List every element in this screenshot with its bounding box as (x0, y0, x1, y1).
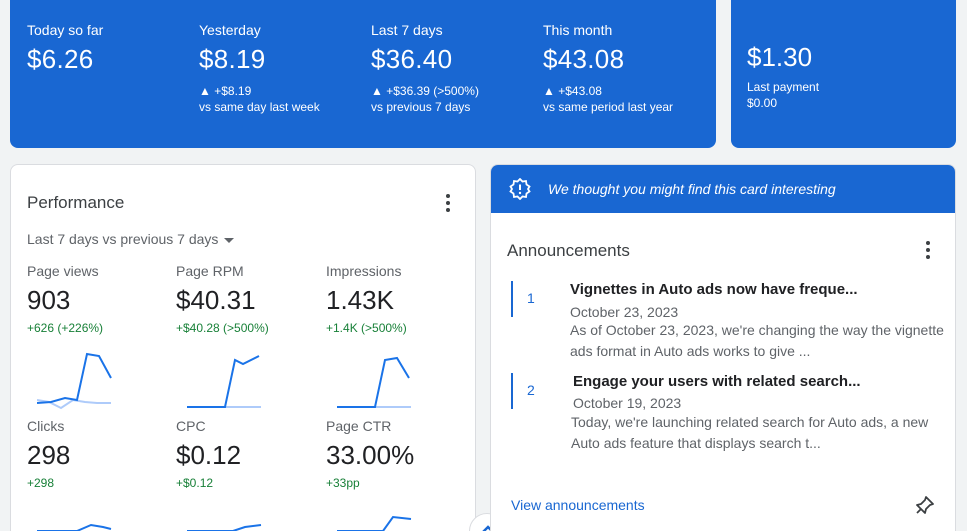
metric-label: Page views (27, 263, 99, 279)
performance-card: Performance Last 7 days vs previous 7 da… (10, 164, 476, 531)
item-date: October 23, 2023 (570, 304, 679, 320)
item-number: 2 (527, 382, 535, 398)
announcements-card: We thought you might find this card inte… (490, 164, 956, 531)
earnings-yesterday-label: Yesterday (199, 22, 261, 38)
metric-value: 903 (27, 285, 71, 315)
suggestion-banner: We thought you might find this card inte… (491, 165, 955, 213)
impressions-sparkline (337, 356, 411, 408)
earnings-last7-label: Last 7 days (371, 22, 443, 38)
metric-label: CPC (176, 418, 206, 434)
item-title[interactable]: Vignettes in Auto ads now have freque... (570, 281, 858, 298)
metric-value: 1.43K (326, 285, 394, 315)
earnings-yesterday[interactable]: Yesterday $8.19 ▲ +$8.19 vs same day las… (199, 22, 320, 115)
earnings-today-value: $6.26 (27, 44, 94, 74)
pin-icon[interactable] (915, 495, 935, 515)
metric-value: 298 (27, 440, 71, 470)
metric-value: $0.12 (176, 440, 242, 470)
lightbulb-badge-icon (509, 178, 531, 200)
announcements-menu-kebab-icon[interactable] (916, 238, 940, 262)
earnings-last7-value: $36.40 (371, 44, 453, 74)
earnings-month[interactable]: This month $43.08 ▲ +$43.08 vs same peri… (543, 22, 673, 115)
earnings-yesterday-delta: ▲ +$8.19 (199, 84, 252, 98)
earnings-today[interactable]: Today so far $6.26 (27, 22, 103, 75)
cpc-sparkline (187, 524, 262, 531)
metric-delta: +626 (+226%) (27, 321, 104, 335)
metric-value: $40.31 (176, 285, 256, 315)
payment-card[interactable]: $1.30 Last payment $0.00 (731, 0, 956, 148)
metric-delta: +1.4K (>500%) (326, 321, 407, 335)
earnings-last7-compare: vs previous 7 days (371, 100, 471, 114)
page-views-sparkline (37, 352, 112, 410)
item-number: 1 (527, 290, 535, 306)
metric-impressions[interactable]: Impressions 1.43K +1.4K (>500%) (326, 263, 466, 335)
performance-menu-kebab-icon[interactable] (436, 191, 460, 215)
item-accent-bar (511, 281, 513, 317)
page-rpm-sparkline (187, 355, 261, 408)
earnings-month-compare: vs same period last year (543, 100, 674, 114)
metric-page-rpm[interactable]: Page RPM $40.31 +$40.28 (>500%) (176, 263, 316, 335)
performance-title: Performance (27, 193, 125, 212)
metric-page-ctr[interactable]: Page CTR 33.00% +33pp (326, 418, 466, 490)
earnings-yesterday-value: $8.19 (199, 44, 266, 74)
view-announcements-link[interactable]: View announcements (511, 497, 645, 513)
earnings-month-delta: ▲ +$43.08 (543, 84, 602, 98)
earnings-today-label: Today so far (27, 22, 104, 38)
period-selector[interactable]: Last 7 days vs previous 7 days (27, 231, 235, 247)
metric-clicks[interactable]: Clicks 298 +298 (27, 418, 167, 490)
earnings-summary-card: Today so far $6.26 Yesterday $8.19 ▲ +$8… (10, 0, 716, 148)
earnings-month-value: $43.08 (543, 44, 625, 74)
metric-delta: +298 (27, 476, 55, 490)
metric-label: Clicks (27, 418, 65, 434)
period-selector-label: Last 7 days vs previous 7 days (27, 231, 219, 247)
clicks-sparkline (37, 523, 112, 531)
item-accent-bar (511, 373, 513, 409)
earnings-month-label: This month (543, 22, 613, 38)
last-payment-amount: $0.00 (747, 96, 778, 110)
item-body: As of October 23, 2023, we're changing t… (570, 322, 944, 359)
earnings-last7[interactable]: Last 7 days $36.40 ▲ +$36.39 (>500%) vs … (371, 22, 479, 115)
metric-label: Impressions (326, 263, 402, 279)
metric-delta: +$0.12 (176, 476, 214, 490)
page-ctr-sparkline (337, 515, 412, 531)
caret-down-icon (224, 237, 235, 243)
metric-delta: +33pp (326, 476, 360, 490)
item-body: Today, we're launching related search fo… (571, 414, 929, 451)
earnings-yesterday-compare: vs same day last week (199, 100, 320, 114)
suggestion-banner-text: We thought you might find this card inte… (548, 181, 836, 197)
metric-label: Page RPM (176, 263, 244, 279)
chevron-up-icon (482, 525, 494, 531)
metric-value: 33.00% (326, 440, 415, 470)
item-date: October 19, 2023 (573, 395, 682, 411)
payment-balance: $1.30 (747, 42, 813, 72)
earnings-last7-delta: ▲ +$36.39 (>500%) (371, 84, 479, 98)
metric-cpc[interactable]: CPC $0.12 +$0.12 (176, 418, 316, 490)
metric-label: Page CTR (326, 418, 392, 434)
last-payment-label: Last payment (747, 80, 820, 94)
item-title[interactable]: Engage your users with related search... (573, 373, 861, 390)
metric-page-views[interactable]: Page views 903 +626 (+226%) (27, 263, 167, 335)
announcements-title: Announcements (507, 241, 630, 260)
metric-delta: +$40.28 (>500%) (176, 321, 269, 335)
